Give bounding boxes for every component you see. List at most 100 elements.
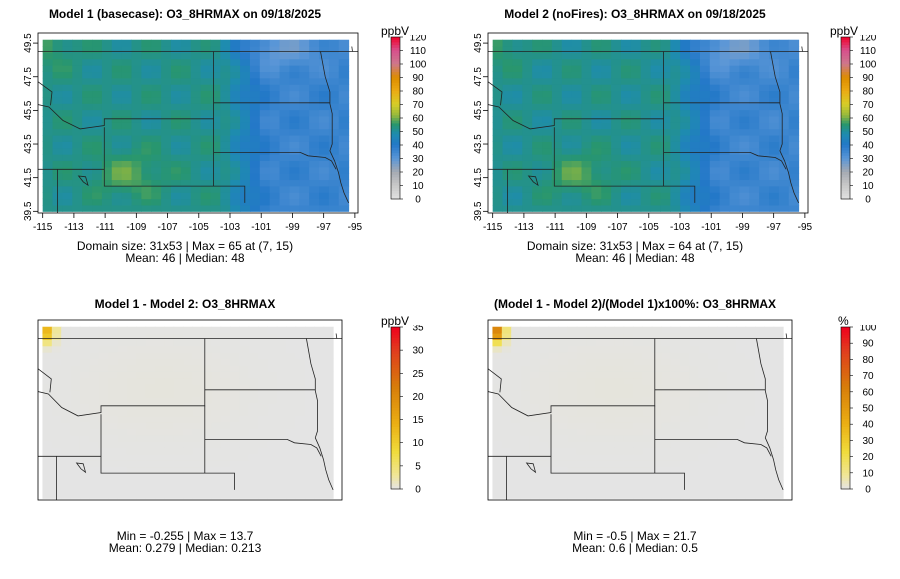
grid-cell (726, 333, 737, 340)
grid-cell (190, 192, 202, 200)
grid-cell (239, 447, 250, 455)
grid-cell (595, 472, 606, 480)
grid-cell (328, 90, 340, 98)
grid-cell (699, 90, 711, 98)
grid-cell (699, 166, 711, 174)
grid-cell (729, 65, 740, 73)
grid-cell (141, 204, 152, 212)
grid-cell (220, 185, 231, 193)
grid-cell (773, 345, 784, 353)
grid-cell (630, 109, 642, 117)
grid-cell (492, 460, 503, 468)
grid-cell (511, 491, 522, 499)
grid-cell (717, 460, 728, 468)
grid-cell (304, 333, 315, 340)
colorbar-segment (841, 459, 850, 463)
grid-cell (773, 491, 784, 499)
grid-cell (717, 472, 728, 480)
grid-cell (170, 115, 182, 123)
grid-cell (558, 339, 568, 347)
grid-cell (170, 109, 182, 117)
colorbar-segment (841, 174, 850, 178)
grid-cell (151, 198, 162, 206)
grid-cell (145, 460, 156, 468)
colorbar-segment (841, 39, 850, 43)
grid-cell (126, 371, 137, 379)
panel3-title: Model 1 - Model 2: O3_8HRMAX (94, 297, 276, 311)
grid-cell (620, 96, 632, 104)
grid-cell (70, 383, 81, 391)
grid-cell (211, 479, 222, 487)
grid-cell (210, 58, 221, 66)
grid-cell (651, 396, 662, 404)
grid-cell (512, 58, 523, 66)
grid-cell (539, 371, 550, 379)
grid-cell (551, 109, 563, 117)
grid-cell (729, 141, 740, 149)
grid-cell (276, 491, 287, 499)
grid-cell (126, 479, 137, 487)
grid-cell (492, 173, 504, 181)
colorbar-segment (841, 475, 850, 479)
grid-cell (229, 466, 240, 474)
grid-cell (745, 371, 756, 379)
grid-cell (259, 179, 271, 187)
grid-cell (623, 422, 634, 429)
grid-cell (249, 192, 261, 200)
grid-cell (679, 460, 690, 468)
grid-cell (314, 364, 325, 372)
grid-cell (230, 166, 241, 174)
grid-cell (328, 52, 340, 60)
grid-cell (708, 402, 718, 410)
grid-cell (42, 358, 53, 366)
grid-cell (698, 371, 709, 379)
grid-cell (145, 422, 156, 429)
grid-cell (249, 39, 261, 47)
grid-cell (52, 109, 63, 117)
grid-cell (719, 147, 731, 155)
grid-cell (604, 447, 615, 455)
plot-frame (37, 319, 343, 501)
grid-cell (101, 52, 113, 60)
grid-cell (319, 122, 330, 130)
grid-cell (180, 192, 192, 200)
grid-cell (690, 135, 701, 142)
grid-cell (164, 472, 175, 480)
grid-cell (561, 141, 573, 149)
grid-cell (529, 428, 540, 436)
grid-cell (670, 135, 681, 142)
grid-cell (249, 103, 261, 111)
grid-cell (52, 115, 63, 123)
grid-cell (183, 441, 193, 448)
grid-cell (338, 90, 350, 98)
grid-cell (210, 179, 221, 187)
grid-cell (248, 364, 259, 372)
grid-cell (567, 415, 578, 423)
grid-cell (230, 179, 241, 187)
grid-cell (576, 345, 587, 353)
grid-cell (210, 173, 221, 181)
grid-cell (295, 441, 306, 448)
grid-cell (131, 115, 142, 123)
grid-cell (154, 441, 165, 448)
grid-cell (551, 46, 563, 53)
grid-cell (180, 185, 192, 193)
grid-cell (338, 115, 350, 123)
grid-cell (651, 466, 662, 474)
grid-cell (788, 103, 800, 111)
grid-cell (542, 141, 553, 149)
grid-cell (192, 339, 203, 347)
panel4-stats: Min = -0.5 | Max = 21.7 Mean: 0.6 | Medi… (470, 530, 800, 554)
grid-cell (788, 154, 800, 161)
grid-cell (614, 472, 625, 480)
colorbar-segment (391, 88, 400, 92)
grid-cell (192, 396, 203, 404)
grid-cell (309, 128, 320, 136)
grid-cell (611, 166, 622, 174)
grid-cell (328, 204, 340, 212)
grid-cell (295, 402, 306, 410)
grid-cell (269, 103, 281, 111)
grid-cell (131, 147, 142, 155)
grid-cell (200, 77, 211, 85)
colorbar-segment (841, 104, 850, 108)
